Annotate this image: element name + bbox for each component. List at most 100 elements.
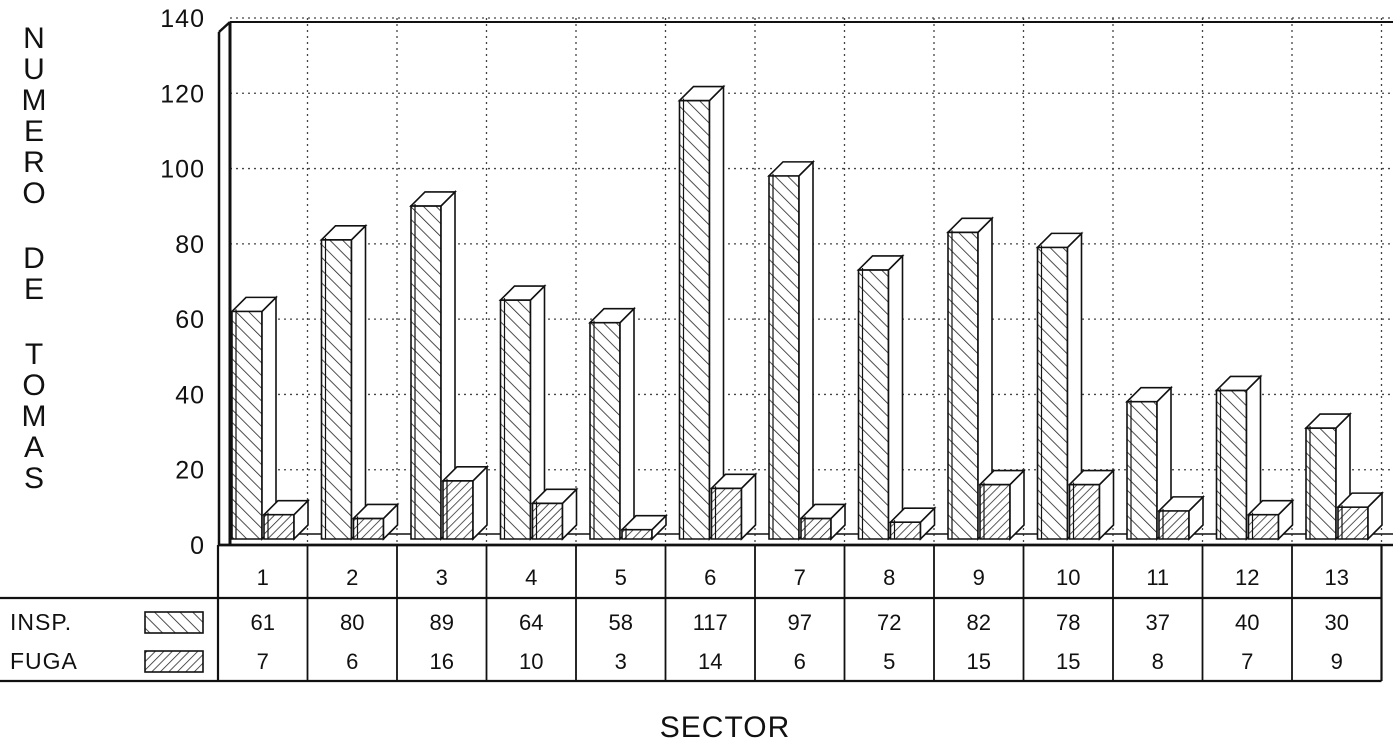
category-label: 10: [1056, 565, 1080, 590]
bar-fuga: [262, 498, 310, 541]
y-tick-label: 100: [160, 156, 205, 184]
y-tick-label: 120: [160, 80, 205, 108]
data-label-fuga: 10: [519, 649, 543, 674]
y-axis-label-letter: O: [22, 177, 45, 210]
bar-insp-top: [230, 296, 278, 313]
data-label-insp: 37: [1146, 610, 1170, 635]
data-label-insp: 64: [519, 610, 543, 635]
bar-fuga: [709, 472, 758, 541]
bar-insp: [1214, 374, 1263, 541]
y-tick-label: 40: [175, 381, 205, 409]
y-axis-label-letter: E: [24, 273, 44, 306]
bar-fuga-top: [441, 465, 489, 482]
category-label: 5: [615, 565, 627, 590]
bar-insp-top: [1035, 232, 1084, 249]
bar-insp-top: [1304, 413, 1352, 429]
bar-insp-top: [677, 85, 726, 102]
y-axis-label-letter: A: [24, 431, 44, 464]
data-label-insp: 58: [609, 610, 633, 635]
bar-fuga: [441, 464, 489, 541]
category-label: 4: [525, 565, 537, 590]
bar-fuga: [888, 506, 937, 541]
category-label: 3: [436, 565, 448, 590]
data-label-insp: 97: [788, 610, 812, 635]
bar-fuga-top: [799, 503, 847, 520]
bar-insp: [1125, 385, 1173, 541]
bar-fuga: [1157, 494, 1205, 541]
bar-insp: [230, 295, 278, 541]
bar-fuga-top: [1246, 499, 1295, 516]
bar-fuga-top: [1067, 469, 1116, 486]
data-label-insp: 40: [1235, 610, 1259, 635]
bar-fuga: [978, 468, 1026, 541]
bar-insp-side: [798, 159, 814, 541]
bar-insp: [767, 159, 815, 541]
bar-insp-top: [946, 217, 994, 234]
x-axis-label: SECTOR: [660, 711, 790, 744]
data-label-fuga: 14: [698, 649, 722, 674]
category-label: 11: [1146, 565, 1169, 590]
legend-fuga-swatch: [144, 650, 204, 673]
bar-fuga-top: [709, 473, 758, 490]
bar-fuga-top: [620, 514, 668, 531]
bar-insp-top: [767, 161, 815, 177]
y-tick-label: 140: [160, 5, 205, 33]
data-label-insp: 117: [693, 610, 728, 635]
legend-insp-label: INSP.: [10, 609, 72, 635]
data-label-insp: 80: [340, 610, 364, 635]
category-label: 6: [704, 565, 716, 590]
y-axis-label-letter: M: [22, 84, 47, 117]
bar-insp-top: [1214, 375, 1263, 392]
bar-insp: [498, 284, 547, 541]
y-axis-label-letter: N: [23, 22, 45, 55]
data-label-fuga: 15: [967, 649, 991, 674]
data-label-fuga: 7: [1241, 649, 1253, 674]
y-tick-label: 60: [175, 306, 205, 334]
y-tick-label: 80: [175, 231, 205, 259]
bar-insp: [588, 306, 636, 541]
bar-insp: [677, 84, 726, 541]
bar-fuga: [1067, 468, 1116, 541]
bar-fuga-top: [1336, 492, 1384, 508]
bar-insp-top: [319, 225, 368, 241]
legend-fuga: FUGA: [10, 648, 204, 674]
data-label-fuga: 15: [1056, 649, 1080, 674]
category-label: 9: [973, 565, 985, 590]
legend-insp-swatch: [144, 611, 204, 634]
category-label: 7: [794, 565, 806, 590]
data-label-insp: 82: [967, 610, 991, 635]
bar-fuga: [530, 487, 579, 541]
bar-fuga-top: [351, 503, 400, 520]
bar-fuga-top: [262, 499, 310, 516]
bar-fuga-top: [1157, 496, 1205, 512]
bar-insp-side: [708, 84, 725, 541]
bar-fuga-top: [888, 507, 937, 523]
bar-insp-top: [1125, 386, 1173, 403]
bar-insp-side: [619, 306, 635, 541]
bar-insp-side: [887, 254, 904, 541]
y-axis-top-edge: [218, 21, 231, 33]
data-label-insp: 89: [430, 610, 454, 635]
data-label-fuga: 8: [1152, 649, 1164, 674]
bar-insp: [856, 254, 905, 541]
bars: [230, 84, 1384, 541]
category-label: 1: [257, 565, 269, 590]
category-label: 8: [883, 565, 895, 590]
y-axis-label-letter: T: [25, 338, 43, 371]
data-label-insp: 78: [1056, 610, 1080, 635]
bar-insp-top: [498, 285, 547, 301]
y-axis-label-letter: U: [23, 53, 45, 86]
bar-fuga-top: [530, 488, 579, 505]
bar-fuga: [351, 502, 400, 541]
data-label-fuga: 16: [430, 649, 454, 674]
data-label-fuga: 9: [1331, 649, 1343, 674]
y-tick-label: 0: [190, 532, 205, 560]
legend-fuga-label: FUGA: [10, 648, 78, 674]
y-axis-label-letter: S: [24, 462, 44, 495]
category-label: 12: [1235, 565, 1259, 590]
legend-insp: INSP.: [10, 609, 204, 635]
bar-insp: [319, 223, 368, 541]
data-label-fuga: 6: [346, 649, 358, 674]
bar-fuga: [1336, 491, 1384, 541]
